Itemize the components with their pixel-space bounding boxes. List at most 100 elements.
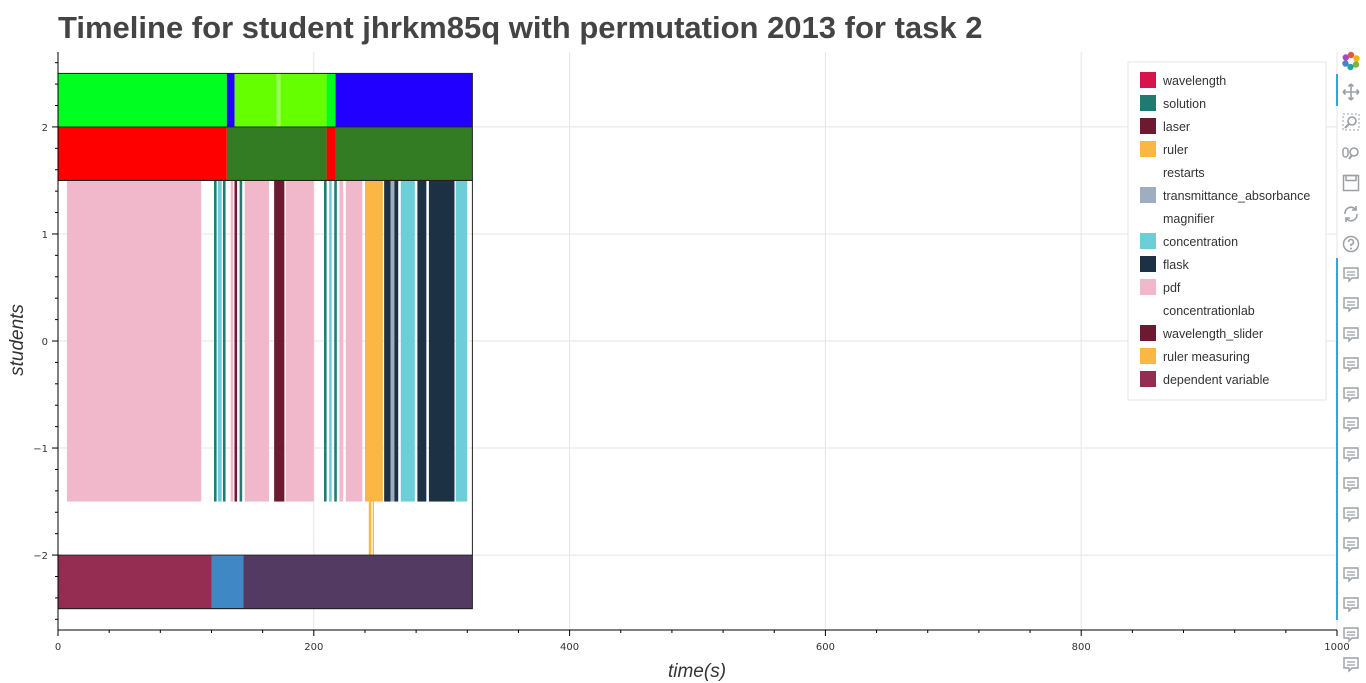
x-tick-label: 200 (304, 642, 323, 653)
timeline-segment (234, 73, 277, 127)
timeline-segment (285, 180, 314, 502)
hover-icon[interactable] (1340, 264, 1362, 286)
timeline-segment (345, 180, 363, 502)
hover-icon[interactable] (1340, 504, 1362, 526)
timeline-segment (368, 501, 372, 556)
timeline-segment (326, 73, 336, 127)
y-tick-label: 2 (42, 123, 48, 134)
timeline-segment (239, 180, 243, 502)
x-tick-label: 400 (560, 642, 579, 653)
timeline-segment (274, 180, 285, 502)
timeline-segment (66, 180, 202, 502)
timeline-segment (384, 180, 391, 502)
legend-label: concentration (1163, 235, 1238, 249)
legend-label: transmittance_absorbance (1163, 189, 1310, 203)
x-tick-label: 800 (1072, 642, 1091, 653)
legend-swatch (1140, 210, 1156, 226)
timeline-segment (326, 126, 336, 181)
box-zoom-icon[interactable] (1340, 111, 1362, 133)
legend-label: pdf (1163, 281, 1181, 295)
reset-icon[interactable] (1340, 203, 1362, 225)
legend-swatch (1140, 233, 1156, 249)
timeline-segment (428, 180, 455, 502)
hover-icon[interactable] (1340, 564, 1362, 586)
legend-swatch (1140, 141, 1156, 157)
legend-swatch (1140, 187, 1156, 203)
hover-icon[interactable] (1340, 444, 1362, 466)
y-tick-label: −1 (33, 444, 48, 455)
legend-label: dependent variable (1163, 373, 1269, 387)
save-icon[interactable] (1340, 172, 1362, 194)
timeline-segment (226, 126, 327, 181)
timeline-segment (243, 555, 473, 609)
legend-swatch (1140, 72, 1156, 88)
hover-icon[interactable] (1340, 414, 1362, 436)
y-tick-label: −2 (33, 551, 48, 562)
active-tool-indicator (1336, 74, 1338, 106)
legend-label: flask (1163, 258, 1189, 272)
timeline-segment (211, 555, 244, 609)
hover-icon[interactable] (1340, 534, 1362, 556)
timeline-segment (390, 180, 395, 502)
bokeh-logo-icon (1340, 50, 1362, 72)
active-tool-indicator (1336, 258, 1338, 620)
hover-icon[interactable] (1340, 654, 1362, 676)
timeline-segment (335, 126, 473, 181)
x-axis-label: time(s) (668, 661, 726, 682)
more-tools-icon[interactable]: ... (1345, 622, 1356, 636)
timeline-segment (244, 180, 270, 502)
chart-title: Timeline for student jhrkm85q with permu… (58, 10, 982, 45)
timeline-segment (214, 180, 217, 502)
legend: wavelength solution laser ruler restarts tran… (1127, 61, 1327, 401)
legend-swatch (1140, 256, 1156, 272)
timeline-segment (280, 73, 327, 127)
plot-toolbar: ... (1336, 46, 1366, 673)
legend-swatch (1140, 325, 1156, 341)
axes: 0 200 400 600 800 1000 2 1 0 −1 −2 (33, 52, 1350, 653)
timeline-segment (217, 180, 222, 502)
hover-icon[interactable] (1340, 474, 1362, 496)
legend-label: wavelength (1162, 74, 1226, 88)
hover-icon[interactable] (1340, 624, 1362, 646)
hover-icon[interactable] (1340, 594, 1362, 616)
pan-icon[interactable] (1340, 81, 1362, 103)
legend-label: restarts (1163, 166, 1205, 180)
x-tick-label: 1000 (1324, 642, 1349, 653)
hover-icon[interactable] (1340, 354, 1362, 376)
timeline-segment (230, 180, 234, 502)
y-axis-label: students (7, 304, 28, 376)
y-tick-label: 1 (42, 230, 48, 241)
wheel-zoom-icon[interactable] (1340, 142, 1362, 164)
timeline-segment (58, 555, 212, 609)
timeline-segment (226, 73, 235, 127)
help-icon[interactable] (1340, 233, 1362, 255)
legend-swatch (1140, 95, 1156, 111)
legend-swatch (1140, 164, 1156, 180)
timeline-segment (372, 501, 374, 556)
legend-label: laser (1163, 120, 1190, 134)
legend-label: wavelength_slider (1162, 327, 1263, 341)
legend-swatch (1140, 348, 1156, 364)
timeline-segment (276, 73, 281, 127)
legend-box (1127, 61, 1327, 401)
legend-swatch (1140, 371, 1156, 387)
legend-label: ruler measuring (1163, 350, 1250, 364)
timeline-segment (222, 180, 226, 502)
timeline-segment (394, 180, 399, 502)
timeline-segment (455, 180, 468, 502)
timeline-segment (234, 180, 238, 502)
x-tick-label: 600 (816, 642, 835, 653)
hover-icon[interactable] (1340, 384, 1362, 406)
legend-swatch (1140, 302, 1156, 318)
timeline-segment (364, 180, 383, 502)
legend-label: ruler (1163, 143, 1188, 157)
hover-icon[interactable] (1340, 294, 1362, 316)
timeline-segment (58, 73, 227, 127)
y-tick-label: 0 (42, 337, 48, 348)
legend-swatch (1140, 118, 1156, 134)
timeline-segment (339, 180, 344, 502)
timeline-segment (400, 180, 415, 502)
hover-icon[interactable] (1340, 324, 1362, 346)
legend-label: solution (1163, 97, 1206, 111)
